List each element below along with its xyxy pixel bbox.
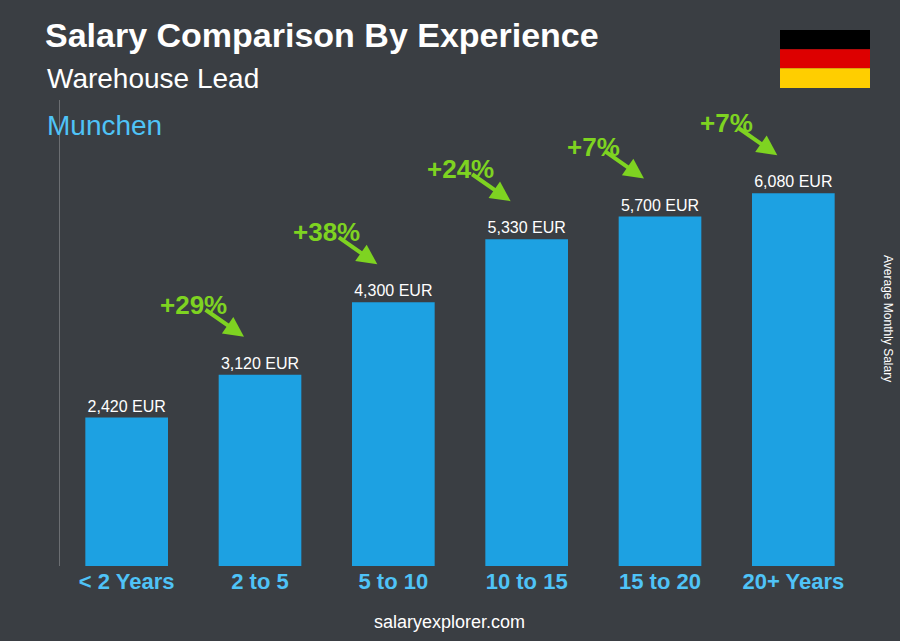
svg-text:+7%: +7%: [567, 132, 620, 162]
svg-text:+24%: +24%: [427, 154, 494, 184]
svg-text:Munchen: Munchen: [47, 110, 162, 141]
svg-text:+38%: +38%: [293, 217, 360, 247]
svg-text:Warehouse Lead: Warehouse Lead: [47, 63, 259, 94]
svg-text:10 to 15: 10 to 15: [486, 569, 568, 594]
svg-text:6,080 EUR: 6,080 EUR: [754, 173, 832, 190]
svg-text:5 to 10: 5 to 10: [358, 569, 428, 594]
svg-text:15 to 20: 15 to 20: [619, 569, 701, 594]
svg-text:5,330 EUR: 5,330 EUR: [488, 219, 566, 236]
svg-text:20+ Years: 20+ Years: [742, 569, 844, 594]
svg-text:4,300 EUR: 4,300 EUR: [354, 282, 432, 299]
svg-text:Average Monthly Salary: Average Monthly Salary: [881, 255, 895, 382]
svg-text:salaryexplorer.com: salaryexplorer.com: [374, 612, 525, 632]
svg-text:2 to 5: 2 to 5: [231, 569, 288, 594]
svg-text:2,420 EUR: 2,420 EUR: [88, 398, 166, 415]
svg-text:+29%: +29%: [160, 290, 227, 320]
svg-text:Salary Comparison By Experienc: Salary Comparison By Experience: [45, 16, 599, 54]
svg-text:5,700 EUR: 5,700 EUR: [621, 197, 699, 214]
svg-text:3,120 EUR: 3,120 EUR: [221, 355, 299, 372]
svg-text:< 2 Years: < 2 Years: [79, 569, 175, 594]
svg-text:+7%: +7%: [700, 108, 753, 138]
